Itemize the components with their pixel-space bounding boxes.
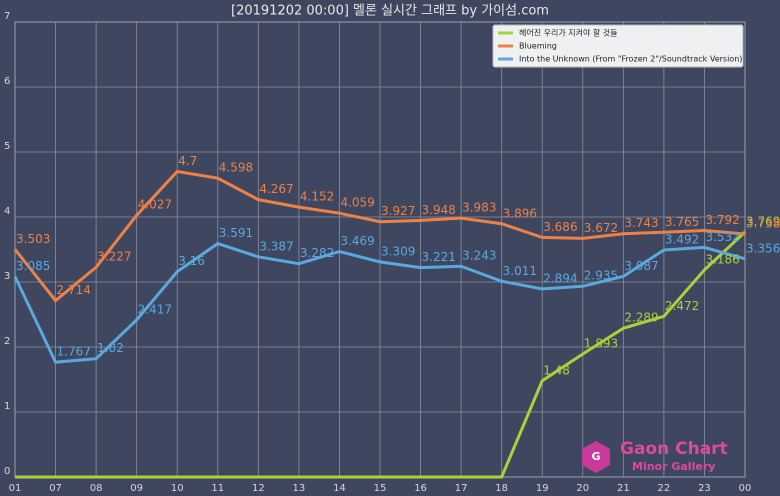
data-label: 3.085 xyxy=(16,259,50,273)
x-tick-label: 20 xyxy=(576,483,589,494)
x-tick-label: 14 xyxy=(333,483,346,494)
data-label: 4.059 xyxy=(340,196,374,210)
data-label: 4.152 xyxy=(300,190,334,204)
y-tick-label: 0 xyxy=(4,466,10,477)
x-tick-label: 15 xyxy=(374,483,387,494)
data-label: 4.267 xyxy=(259,182,293,196)
x-tick-label: 09 xyxy=(130,483,143,494)
legend-box xyxy=(492,24,744,68)
x-tick-label: 23 xyxy=(698,483,711,494)
x-tick-label: 18 xyxy=(495,483,508,494)
data-label: 3.738 xyxy=(746,217,780,231)
data-label: 3.186 xyxy=(705,252,739,266)
data-label: 3.16 xyxy=(178,254,205,268)
x-tick-label: 21 xyxy=(617,483,630,494)
data-label: 3.282 xyxy=(300,246,334,260)
data-label: 3.011 xyxy=(503,264,537,278)
data-label: 2.894 xyxy=(543,271,577,285)
x-tick-label: 08 xyxy=(90,483,103,494)
legend-label: Into the Unknown (From "Frozen 2"/Soundt… xyxy=(519,55,742,64)
data-label: 2.417 xyxy=(138,302,172,316)
data-label: 3.686 xyxy=(543,220,577,234)
series-line xyxy=(15,230,747,479)
series-line xyxy=(13,169,746,303)
data-label: 3.309 xyxy=(381,244,415,258)
data-label: 3.672 xyxy=(584,221,618,235)
data-label: 1.767 xyxy=(57,345,91,359)
data-label: 3.221 xyxy=(422,250,456,264)
y-tick-label: 2 xyxy=(4,336,10,347)
data-label: 3.769 xyxy=(746,215,780,229)
y-tick-label: 6 xyxy=(4,76,10,87)
y-tick-label: 3 xyxy=(4,271,10,282)
series-line xyxy=(13,241,746,364)
data-label: 3.532 xyxy=(705,230,739,244)
data-label: 2.472 xyxy=(665,299,699,313)
x-tick-label: 19 xyxy=(536,483,549,494)
watermark-subtitle: Minor Gallery xyxy=(632,460,715,473)
watermark: G Gaon Chart Minor Gallery xyxy=(582,439,728,473)
data-label: 3.227 xyxy=(97,250,131,264)
data-label: 1.48 xyxy=(543,363,570,377)
x-tick-label: 00 xyxy=(739,483,752,494)
data-label: 3.387 xyxy=(259,239,293,253)
y-tick-label: 5 xyxy=(4,141,10,152)
data-label: 3.792 xyxy=(705,213,739,227)
data-label: 3.087 xyxy=(624,259,658,273)
watermark-logo-text: G xyxy=(591,450,600,463)
data-label: 3.948 xyxy=(422,203,456,217)
watermark-logo xyxy=(582,441,610,473)
data-label: 3.927 xyxy=(381,204,415,218)
data-label: 3.896 xyxy=(503,206,537,220)
y-tick-label: 4 xyxy=(4,206,10,217)
data-label: 4.598 xyxy=(219,161,253,175)
data-label: 3.492 xyxy=(665,233,699,247)
data-label: 3.983 xyxy=(462,201,496,215)
data-label: 3.469 xyxy=(340,234,374,248)
watermark-title: Gaon Chart xyxy=(620,439,728,459)
data-label: 3.503 xyxy=(16,232,50,246)
data-label: 1.893 xyxy=(584,336,618,350)
data-label: 4.7 xyxy=(178,154,197,168)
data-label: 3.591 xyxy=(219,226,253,240)
x-tick-label: 01 xyxy=(9,483,22,494)
y-tick-label: 1 xyxy=(4,401,10,412)
x-tick-label: 16 xyxy=(414,483,427,494)
data-label: 2.289 xyxy=(624,311,658,325)
y-tick-label: 7 xyxy=(4,11,10,22)
x-tick-label: 07 xyxy=(49,483,62,494)
data-label: 2.935 xyxy=(584,269,618,283)
x-tick-label: 22 xyxy=(658,483,671,494)
x-tick-label: 12 xyxy=(252,483,265,494)
data-label: 4.027 xyxy=(138,198,172,212)
x-tick-label: 17 xyxy=(455,483,468,494)
x-tick-label: 13 xyxy=(293,483,306,494)
data-label: 2.714 xyxy=(57,283,91,297)
data-label: 3.743 xyxy=(624,216,658,230)
data-label: 3.243 xyxy=(462,249,496,263)
data-label: 3.356 xyxy=(746,241,780,255)
x-tick-label: 10 xyxy=(171,483,184,494)
legend-label: Blueming xyxy=(519,42,557,51)
data-label: 3.765 xyxy=(665,215,699,229)
x-tick-label: 11 xyxy=(211,483,224,494)
chart-title: [20191202 00:00] 멜론 실시간 그래프 by 가이섬.com xyxy=(231,4,549,19)
data-label: 1.82 xyxy=(97,341,124,355)
legend-label: 헤어진 우리가 지켜야 할 것들 xyxy=(519,28,618,38)
